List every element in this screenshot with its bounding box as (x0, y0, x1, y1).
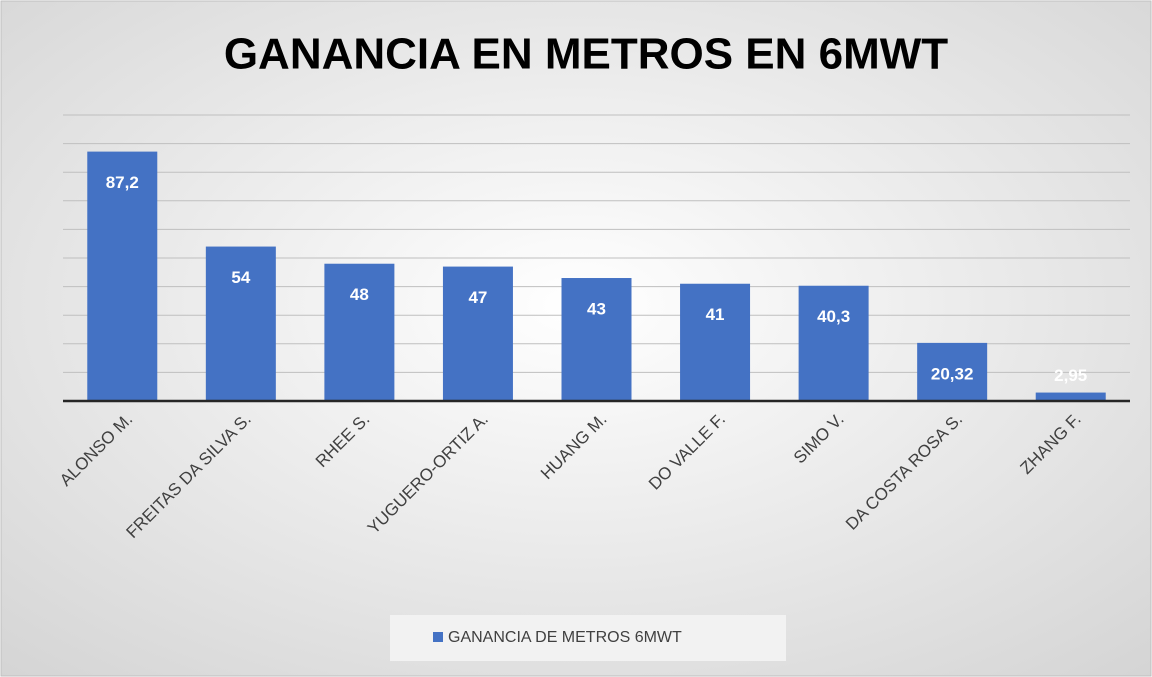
chart-title: GANANCIA EN METROS EN 6MWT (224, 30, 948, 79)
data-label: 87,2 (106, 173, 139, 192)
bar (1035, 392, 1106, 401)
bar (798, 285, 869, 401)
bar (205, 246, 276, 401)
legend-label: GANANCIA DE METROS 6MWT (448, 629, 682, 646)
bar (561, 278, 632, 401)
data-label: 47 (468, 288, 487, 307)
bar (324, 263, 395, 401)
bar (87, 151, 158, 401)
bar (680, 283, 751, 401)
bar (442, 266, 513, 401)
data-label: 20,32 (931, 364, 974, 383)
legend-box (390, 615, 786, 661)
data-label: 43 (587, 300, 606, 319)
legend-marker (433, 632, 443, 642)
data-label: 54 (231, 268, 250, 287)
data-label: 40,3 (817, 307, 850, 326)
bar (917, 342, 988, 401)
data-label: 2,95 (1054, 366, 1087, 385)
data-label: 48 (350, 285, 369, 304)
data-label: 41 (706, 305, 725, 324)
